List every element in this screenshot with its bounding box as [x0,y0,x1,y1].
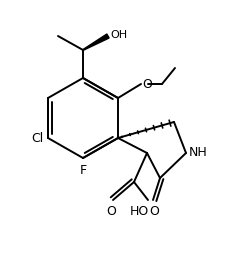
Text: F: F [80,164,86,177]
Text: Cl: Cl [31,131,43,144]
Text: O: O [149,205,159,218]
Text: O: O [142,78,152,92]
Text: OH: OH [110,30,127,40]
Text: NH: NH [189,145,208,158]
Text: HO: HO [130,205,149,218]
Text: O: O [106,205,116,218]
Polygon shape [83,34,109,50]
